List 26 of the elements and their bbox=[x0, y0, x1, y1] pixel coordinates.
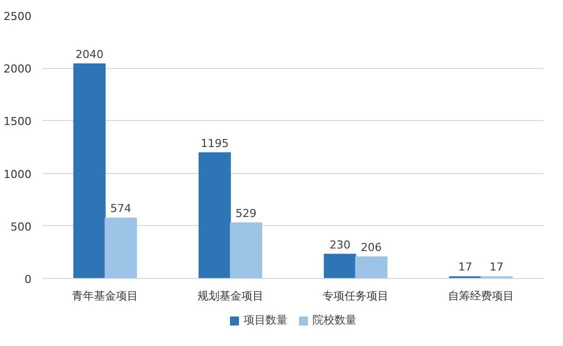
data-label: 17 bbox=[458, 260, 472, 274]
data-label: 230 bbox=[329, 238, 350, 252]
bar bbox=[104, 218, 137, 278]
y-tick-label: 1000 bbox=[4, 168, 32, 181]
data-label: 529 bbox=[236, 206, 257, 220]
x-tick-label: 专项任务项目 bbox=[322, 290, 389, 302]
bar bbox=[324, 254, 356, 278]
y-tick-label: 500 bbox=[10, 220, 32, 234]
y-tick-label: 1500 bbox=[4, 115, 32, 128]
bar bbox=[230, 222, 262, 278]
legend-label: 项目数量 bbox=[244, 312, 288, 328]
bar bbox=[73, 63, 106, 278]
x-tick-label: 自筹经费项目 bbox=[448, 290, 514, 302]
legend-label: 院校数量 bbox=[312, 312, 356, 328]
data-label: 2040 bbox=[75, 48, 104, 61]
y-tick-label: 2000 bbox=[4, 62, 32, 76]
data-label: 17 bbox=[490, 260, 504, 274]
data-label: 206 bbox=[360, 240, 382, 254]
data-label: 574 bbox=[110, 202, 132, 216]
y-tick-label: 2500 bbox=[4, 10, 32, 23]
x-tick-label: 青年基金项目 bbox=[72, 290, 138, 302]
bar bbox=[355, 256, 388, 278]
x-tick-label: 规划基金项目 bbox=[197, 290, 264, 302]
data-label: 1195 bbox=[200, 136, 229, 150]
bar bbox=[198, 152, 231, 278]
y-tick-label: 0 bbox=[24, 273, 32, 286]
